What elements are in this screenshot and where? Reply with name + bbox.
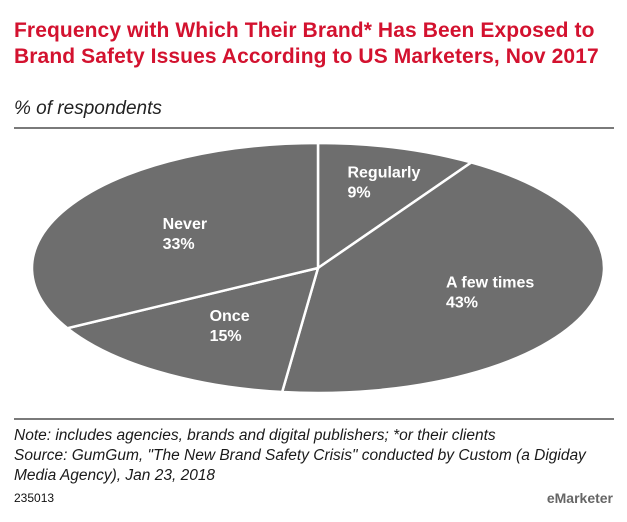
slice-label-group: A few times 43% xyxy=(446,274,534,311)
pie-slice-regularly xyxy=(316,141,475,271)
slice-label: A few times xyxy=(446,274,534,291)
slice-value: 15% xyxy=(210,328,242,345)
source-text: Source: GumGum, "The New Brand Safety Cr… xyxy=(14,447,586,484)
footnotes: Note: includes agencies, brands and digi… xyxy=(14,426,614,486)
slice-label-group: Never 33% xyxy=(163,216,207,253)
chart-subtitle: % of respondents xyxy=(14,98,162,119)
slice-value: 9% xyxy=(347,185,370,202)
slice-label: Never xyxy=(163,216,207,233)
brand-logo: eMarketer xyxy=(546,490,613,506)
chart-title: Frequency with Which Their Brand* Has Be… xyxy=(14,19,599,68)
pie-slice-once xyxy=(64,266,320,394)
note-text: Note: includes agencies, brands and digi… xyxy=(14,427,496,444)
chart-id: 235013 xyxy=(14,491,55,505)
slice-label-group: Regularly 9% xyxy=(347,165,420,202)
slice-label: Once xyxy=(210,308,250,325)
slice-value: 43% xyxy=(446,294,478,311)
slice-label-group: Once 15% xyxy=(210,308,250,345)
pie-slice-never xyxy=(30,141,320,330)
slice-label: Regularly xyxy=(347,165,420,182)
pie-slice-a-few-times xyxy=(280,161,606,395)
slice-value: 33% xyxy=(163,236,195,253)
pie-chart: Regularly 9% A few times 43% Once 15% Never 33% xyxy=(30,141,606,395)
bottom-divider xyxy=(14,418,614,420)
top-divider xyxy=(14,127,614,129)
